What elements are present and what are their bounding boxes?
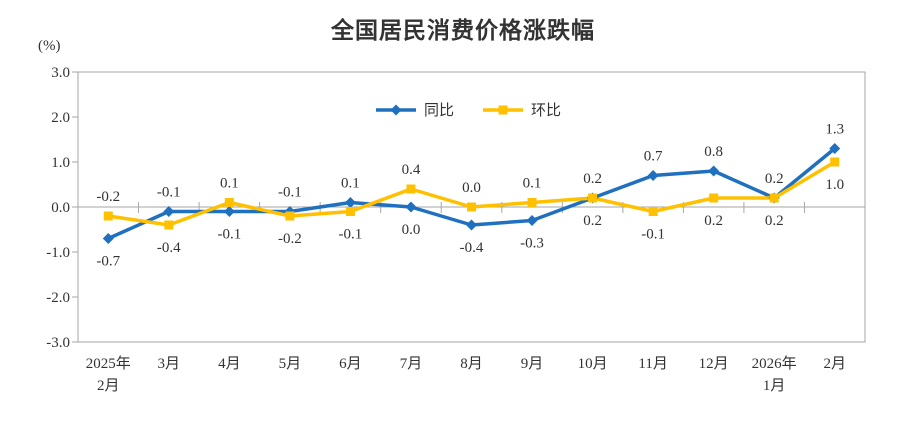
x-axis-label: 2026年: [752, 355, 797, 372]
y-axis-tick-label: -2.0: [46, 290, 70, 306]
chart-legend: 同比 环比: [18, 99, 900, 120]
data-label-环比: 0.1: [220, 176, 239, 192]
data-label-环比: -0.2: [278, 231, 302, 247]
data-label-环比: -0.2: [96, 189, 120, 205]
marker-环比: [406, 184, 416, 194]
legend-item-同比: 同比: [375, 99, 454, 120]
data-label-环比: 0.1: [523, 176, 542, 192]
legend-marker-环比: [483, 105, 523, 114]
x-axis-label: 3月: [158, 356, 181, 372]
marker-同比: [223, 206, 235, 217]
data-label-环比: -0.1: [339, 227, 363, 243]
x-axis-label: 12月: [699, 356, 729, 372]
data-label-同比: -0.7: [96, 254, 120, 270]
chart-title: 全国居民消费价格涨跌幅: [331, 17, 595, 43]
data-label-同比: -0.1: [217, 227, 241, 243]
data-label-环比: 0.2: [583, 213, 602, 229]
data-label-同比: 0.7: [644, 149, 663, 165]
x-axis-label: 1月: [763, 378, 786, 394]
marker-同比: [466, 219, 477, 231]
x-axis-label: 2月: [823, 356, 846, 372]
marker-环比: [769, 193, 779, 203]
legend-label-环比: 环比: [531, 103, 562, 119]
marker-环比: [224, 198, 234, 207]
marker-同比: [526, 215, 538, 226]
data-label-同比: 0.2: [583, 171, 602, 187]
marker-同比: [405, 201, 417, 213]
y-axis-tick-label: 2.0: [51, 110, 70, 126]
marker-同比: [102, 233, 114, 244]
data-label-同比: 1.3: [825, 122, 844, 138]
y-axis-tick-label: 1.0: [51, 155, 70, 171]
marker-环比: [103, 211, 113, 221]
marker-同比: [647, 170, 659, 181]
marker-环比: [164, 220, 174, 230]
data-label-同比: -0.3: [520, 236, 544, 252]
marker-环比: [709, 193, 719, 203]
data-label-环比: -0.1: [641, 227, 665, 243]
marker-环比: [588, 193, 598, 203]
data-label-环比: 1.0: [825, 177, 844, 193]
x-axis-label: 11月: [638, 356, 667, 372]
x-axis-label: 9月: [521, 356, 544, 372]
marker-同比: [344, 197, 356, 208]
y-axis-tick-label: 3.0: [51, 65, 70, 81]
x-axis-label: 4月: [218, 356, 241, 372]
legend-label-同比: 同比: [423, 103, 454, 119]
data-label-环比: 0.2: [704, 213, 723, 229]
marker-同比: [163, 206, 175, 217]
x-axis-label: 10月: [578, 356, 608, 372]
data-label-同比: -0.4: [460, 240, 484, 256]
y-axis-tick-label: -3.0: [46, 335, 70, 351]
data-label-同比: 0.8: [704, 144, 723, 160]
marker-环比: [648, 207, 658, 216]
marker-同比: [708, 165, 720, 177]
x-axis-label: 5月: [279, 356, 302, 372]
data-label-同比: 0.0: [402, 222, 421, 238]
marker-同比: [829, 143, 841, 154]
y-axis-tick-label: 0.0: [51, 200, 70, 216]
data-label-环比: 0.0: [462, 180, 481, 196]
x-axis-label: 2025年: [86, 355, 131, 372]
marker-环比: [285, 211, 295, 221]
data-label-同比: 0.2: [765, 171, 784, 187]
marker-环比: [467, 202, 476, 212]
x-axis-label: 8月: [460, 356, 483, 372]
data-label-环比: 0.2: [765, 213, 784, 229]
y-axis-unit-label: (%): [38, 38, 61, 54]
x-axis-label: 7月: [400, 356, 423, 372]
data-label-同比: -0.1: [157, 185, 181, 201]
legend-marker-同比: [375, 104, 416, 115]
marker-环比: [345, 207, 355, 216]
data-label-环比: -0.4: [157, 240, 181, 256]
x-axis-label: 2月: [97, 378, 120, 394]
marker-环比: [527, 198, 537, 207]
x-axis-label: 6月: [339, 356, 362, 372]
y-axis-tick-label: -1.0: [46, 245, 70, 261]
marker-环比: [830, 157, 840, 167]
data-label-同比: -0.1: [278, 185, 302, 201]
data-label-环比: 0.4: [402, 162, 421, 178]
legend-item-环比: 环比: [482, 99, 561, 120]
data-label-同比: 0.1: [341, 176, 360, 192]
